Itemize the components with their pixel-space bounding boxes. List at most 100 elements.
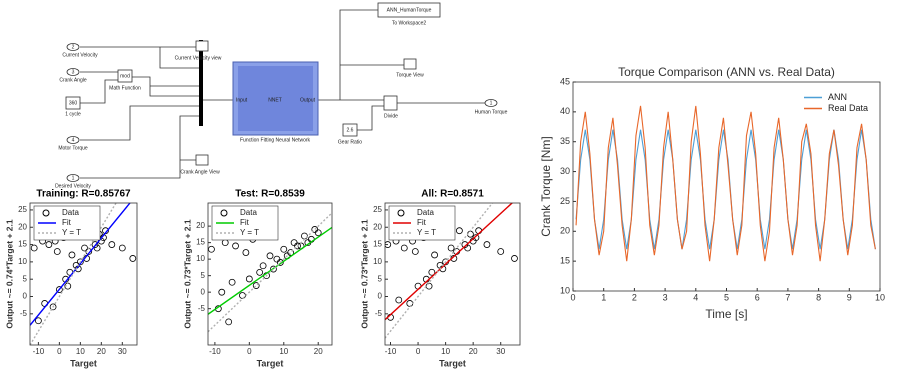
- y-tick-label: 5: [23, 274, 28, 283]
- y-tick-label: 5: [201, 271, 206, 280]
- data-point: [228, 278, 236, 286]
- x-tick-label: 10: [76, 347, 85, 356]
- y-tick-label: 30: [560, 166, 570, 176]
- x-tick-label: 20: [97, 347, 106, 356]
- data-point: [270, 265, 277, 273]
- data-point: [53, 248, 61, 255]
- neural-network-face: [238, 66, 313, 131]
- x-tick-label: 8: [816, 292, 821, 302]
- data-point: [266, 252, 274, 260]
- y-tick-label: 0: [201, 287, 206, 296]
- scope: [195, 154, 209, 166]
- y-tick-label: 45: [560, 76, 570, 86]
- data-point: [68, 251, 76, 259]
- data-point: [447, 244, 455, 252]
- legend-label: Real Data: [828, 103, 868, 113]
- y-tick-label: 10: [560, 285, 570, 295]
- fit-line: [208, 226, 332, 315]
- y-tick-label: 25: [18, 205, 27, 214]
- x-tick-label: -10: [385, 347, 397, 356]
- y-tick-label: 10: [18, 257, 27, 266]
- data-point: [483, 241, 491, 248]
- node-label: Torque View: [396, 72, 424, 78]
- x-axis-label: Target: [257, 358, 284, 368]
- data-point: [218, 288, 226, 296]
- y-tick-label: 35: [560, 136, 570, 146]
- node-label: 1 cycle: [65, 111, 81, 117]
- x-tick-label: -10: [33, 347, 45, 356]
- legend-marker: [397, 209, 405, 217]
- data-point: [76, 258, 84, 266]
- data-point: [411, 248, 419, 255]
- y-tick-label: 0: [23, 292, 28, 301]
- legend-label: Data: [62, 208, 79, 217]
- chart-title: Training: R=0.85767: [36, 189, 131, 200]
- data-point: [259, 262, 267, 270]
- y-tick-label: 0: [378, 292, 383, 301]
- chart-title: All: R=0.8571: [421, 189, 484, 200]
- simulink-diagram: 2 Current Velocity 3 Crank Angle 360 1 c…: [55, 2, 508, 189]
- y-tick-label: 20: [196, 221, 205, 230]
- node-label: Function Fitting Neural Network: [240, 137, 311, 143]
- node-text: 360: [69, 100, 78, 106]
- y-axis-label: Output ~= 0.73*Target + 2.1: [359, 219, 369, 328]
- data-point: [273, 255, 281, 263]
- x-tick-label: 0: [57, 347, 62, 356]
- data-point: [129, 255, 137, 262]
- x-tick-label: 4: [693, 292, 698, 302]
- node-text: 4: [72, 137, 75, 143]
- data-point: [511, 255, 518, 262]
- y-tick-label: 25: [560, 196, 570, 206]
- legend-label: Y = T: [240, 228, 259, 237]
- data-point: [34, 317, 42, 325]
- x-tick-label: 1: [601, 292, 606, 302]
- x-axis-label: Target: [70, 358, 97, 368]
- x-tick-label: 10: [875, 292, 885, 302]
- data-point: [208, 245, 215, 253]
- legend-label: Data: [417, 208, 434, 217]
- y-tick-label: 20: [373, 222, 382, 231]
- chart: -10 0 10 20 -5 0 5 10 15 20 Test: R=0.8539 Target Ou…: [182, 189, 333, 368]
- data-point: [242, 249, 250, 256]
- axes-frame: [384, 202, 521, 346]
- data-point: [428, 268, 436, 276]
- y-tick-label: 15: [373, 240, 382, 249]
- legend-label: Fit: [240, 218, 250, 227]
- node-text: 3: [72, 69, 75, 75]
- data-point: [385, 241, 392, 248]
- plot: [208, 212, 332, 333]
- mux: [199, 40, 203, 126]
- y-tick-label: 40: [560, 106, 570, 116]
- axes-frame: [572, 81, 881, 292]
- node-label: Human Torque: [475, 109, 508, 115]
- x-tick-label: 10: [441, 347, 450, 356]
- node-label: Desired Velocity: [55, 183, 91, 189]
- x-tick-label: 7: [785, 292, 790, 302]
- scope: [195, 40, 209, 52]
- legend-label: Fit: [417, 218, 427, 227]
- fit-line: [385, 203, 494, 339]
- divide: [383, 95, 398, 111]
- fit-line: [385, 203, 514, 321]
- node-label: Crank Angle: [59, 77, 86, 83]
- chart-title: Test: R=0.8539: [235, 189, 305, 200]
- y-tick-label: -5: [20, 309, 28, 318]
- data-point: [30, 244, 38, 252]
- legend-label: Data: [240, 208, 257, 217]
- y-tick-label: 15: [560, 256, 570, 266]
- node-label: To Workspace2: [392, 20, 427, 26]
- wires: [80, 9, 485, 179]
- x-tick-label: 0: [416, 347, 421, 356]
- node-label: Current Velocity view: [175, 55, 222, 61]
- scope: [403, 58, 417, 70]
- port-label: Output: [300, 97, 316, 103]
- x-tick-label: 10: [279, 347, 288, 356]
- chart: -10 0 10 20 30 -5 0 5 10 15 20 25 Training: R=0.8576…: [4, 189, 138, 368]
- inport: [66, 136, 80, 144]
- x-tick-label: 9: [847, 292, 852, 302]
- node-text: NNET: [268, 97, 282, 103]
- data-point: [497, 248, 505, 255]
- x-tick-label: 20: [469, 347, 478, 356]
- data-point: [472, 234, 480, 242]
- x-tick-label: 0: [247, 347, 252, 356]
